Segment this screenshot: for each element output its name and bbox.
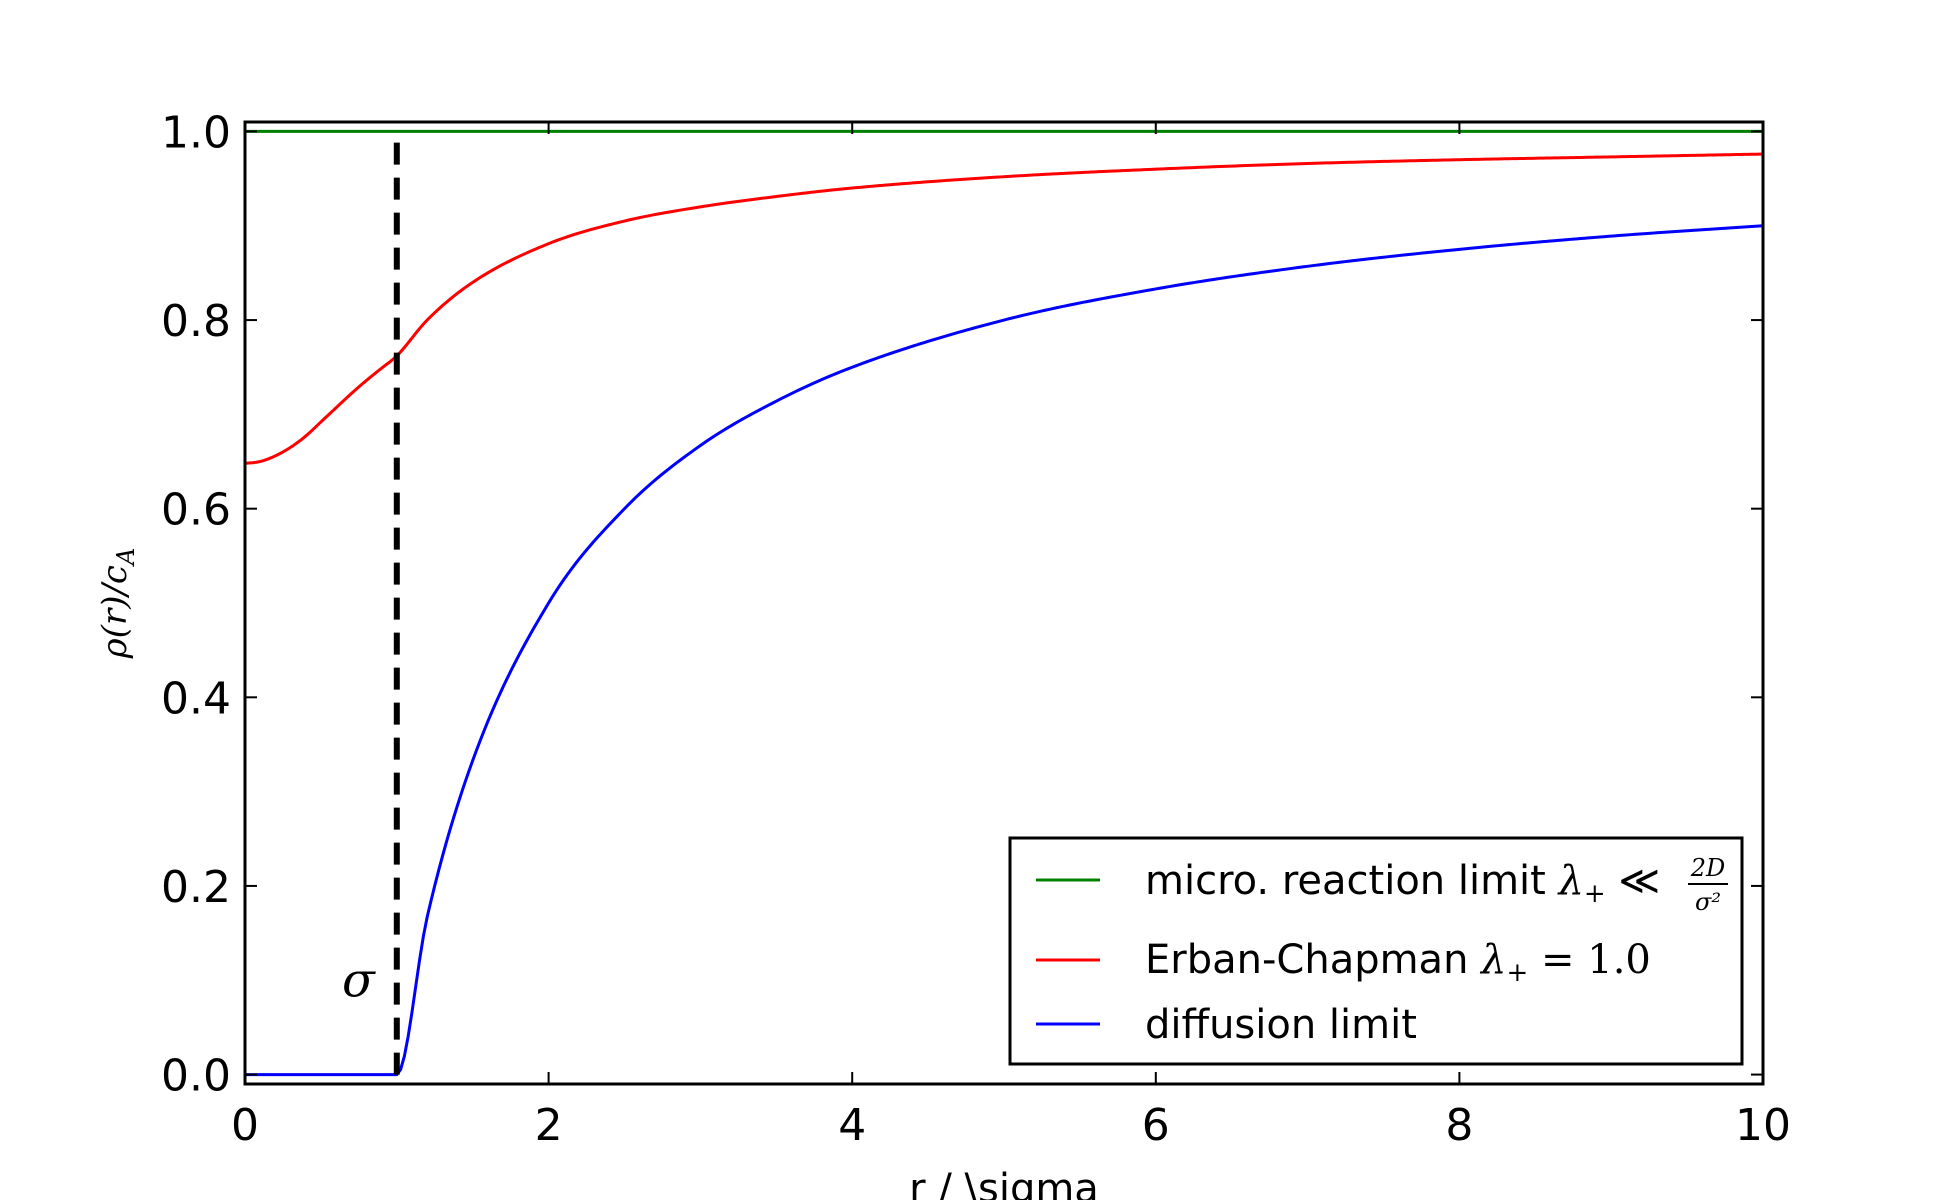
legend-box <box>1008 836 1744 1066</box>
y-tick-label: 0.6 <box>161 485 231 536</box>
y-tick-label: 1.0 <box>161 107 231 158</box>
y-axis-label: ρ(r)/cA <box>95 548 140 660</box>
legend-label-diffusion-limit: diffusion limit <box>1145 1002 1417 1048</box>
legend-fraction-numerator: 2D <box>1690 854 1726 882</box>
x-tick-label: 8 <box>1445 1100 1473 1151</box>
tick-layer: 0 2 4 6 8 10 0.0 0.2 0.4 0.6 0.8 1.0 <box>161 107 1791 1151</box>
series-line-diffusion-limit <box>245 224 1764 1077</box>
sigma-label: σ <box>342 952 376 1008</box>
legend-label-erban-chapman: Erban-Chapman λ+ = 1.0 <box>1145 937 1651 988</box>
x-tick-label: 4 <box>838 1100 866 1151</box>
series-line-erban-chapman-1 <box>244 152 1764 465</box>
y-tick-label: 0.2 <box>161 862 231 913</box>
plot-frame <box>243 120 1765 1086</box>
x-axis-label: r / \sigma <box>909 1166 1099 1200</box>
series-layer <box>244 129 1764 1077</box>
annotation-layer: σ <box>342 131 400 1075</box>
y-tick-label: 0.0 <box>161 1051 231 1102</box>
y-axis-label-main: ρ(r)/c <box>95 565 135 659</box>
x-tick-label: 6 <box>1142 1100 1170 1151</box>
x-tick-label: 0 <box>231 1100 259 1151</box>
y-tick-label: 0.4 <box>161 673 231 724</box>
legend-label-micro-reaction: micro. reaction limit λ+ ≪ <box>1145 858 1660 909</box>
x-tick-label: 2 <box>535 1100 563 1151</box>
x-tick-label: 10 <box>1735 1100 1791 1151</box>
y-tick-label: 0.8 <box>161 296 231 347</box>
legend: micro. reaction limit λ+ ≪ 2D σ² Erban-C… <box>1008 836 1744 1066</box>
y-axis-label-sub: A <box>112 548 140 567</box>
legend-fraction-denominator: σ² <box>1695 888 1721 916</box>
